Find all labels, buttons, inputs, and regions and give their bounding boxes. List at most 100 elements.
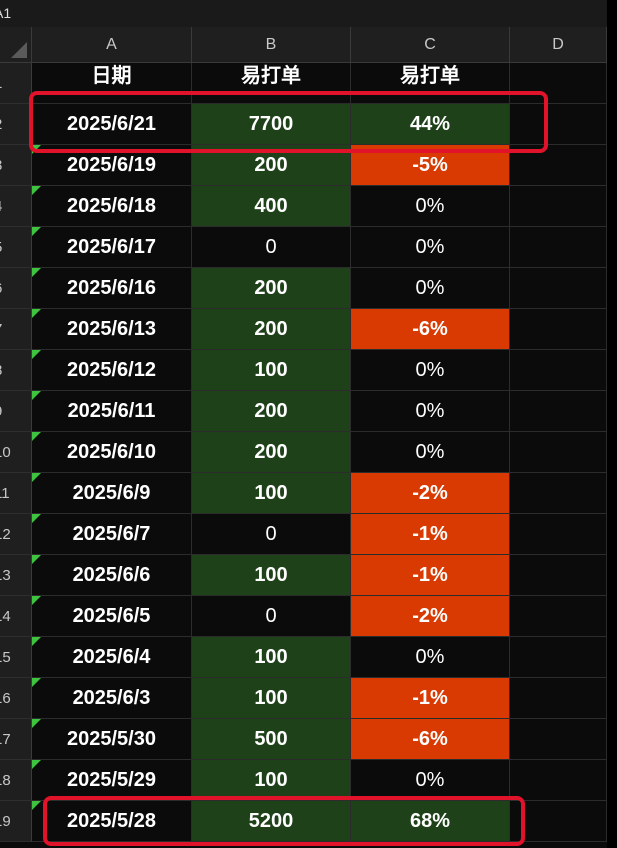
date-cell[interactable]: 2025/6/19: [32, 145, 192, 186]
empty-cell-d[interactable]: [510, 678, 607, 719]
row-header[interactable]: 1: [0, 63, 32, 104]
date-cell[interactable]: 2025/6/21: [32, 104, 192, 145]
empty-cell-d[interactable]: [510, 350, 607, 391]
percent-cell[interactable]: 0%: [351, 186, 510, 227]
count-cell[interactable]: 100: [192, 760, 351, 801]
empty-cell-d[interactable]: [510, 596, 607, 637]
date-cell[interactable]: 2025/6/16: [32, 268, 192, 309]
date-cell[interactable]: 2025/6/17: [32, 227, 192, 268]
count-cell[interactable]: 7700: [192, 104, 351, 145]
percent-cell[interactable]: 0%: [351, 432, 510, 473]
percent-cell[interactable]: -5%: [351, 145, 510, 186]
empty-cell-d[interactable]: [510, 268, 607, 309]
date-cell[interactable]: 2025/6/6: [32, 555, 192, 596]
empty-cell-d[interactable]: [510, 637, 607, 678]
row-header[interactable]: 8: [0, 350, 32, 391]
date-cell[interactable]: 2025/6/4: [32, 637, 192, 678]
percent-cell[interactable]: 0%: [351, 227, 510, 268]
count-cell[interactable]: 100: [192, 678, 351, 719]
count-cell[interactable]: 500: [192, 719, 351, 760]
row-header[interactable]: 2: [0, 104, 32, 145]
row-header[interactable]: 3: [0, 145, 32, 186]
percent-cell[interactable]: 0%: [351, 637, 510, 678]
empty-cell-d[interactable]: [510, 227, 607, 268]
header-cell-date[interactable]: 日期: [32, 63, 192, 104]
header-cell-count[interactable]: 易打单: [192, 63, 351, 104]
empty-cell-d[interactable]: [510, 186, 607, 227]
empty-cell-d[interactable]: [510, 760, 607, 801]
percent-cell[interactable]: 0%: [351, 268, 510, 309]
percent-cell[interactable]: 68%: [351, 801, 510, 842]
count-cell[interactable]: 200: [192, 432, 351, 473]
row-header[interactable]: 5: [0, 227, 32, 268]
empty-cell-d[interactable]: [510, 145, 607, 186]
percent-cell[interactable]: 0%: [351, 391, 510, 432]
count-cell[interactable]: 0: [192, 227, 351, 268]
column-header-a[interactable]: A: [32, 27, 192, 63]
row-header[interactable]: 10: [0, 432, 32, 473]
percent-cell[interactable]: -1%: [351, 555, 510, 596]
empty-cell-d[interactable]: [510, 391, 607, 432]
percent-cell[interactable]: -2%: [351, 596, 510, 637]
empty-cell-d[interactable]: [510, 719, 607, 760]
row-header[interactable]: 7: [0, 309, 32, 350]
date-cell[interactable]: 2025/6/10: [32, 432, 192, 473]
percent-cell[interactable]: -1%: [351, 514, 510, 555]
empty-cell-d[interactable]: [510, 801, 607, 842]
column-header-c[interactable]: C: [351, 27, 510, 63]
date-cell[interactable]: 2025/5/30: [32, 719, 192, 760]
row-header[interactable]: 16: [0, 678, 32, 719]
header-cell-pct[interactable]: 易打单: [351, 63, 510, 104]
percent-cell[interactable]: 0%: [351, 350, 510, 391]
count-cell[interactable]: 100: [192, 350, 351, 391]
date-cell[interactable]: 2025/6/3: [32, 678, 192, 719]
formula-bar[interactable]: [32, 0, 617, 27]
row-header[interactable]: 19: [0, 801, 32, 842]
percent-cell[interactable]: -6%: [351, 309, 510, 350]
row-header[interactable]: 9: [0, 391, 32, 432]
empty-cell-d[interactable]: [510, 514, 607, 555]
percent-cell[interactable]: 44%: [351, 104, 510, 145]
column-header-b[interactable]: B: [192, 27, 351, 63]
count-cell[interactable]: 200: [192, 145, 351, 186]
percent-cell[interactable]: -2%: [351, 473, 510, 514]
empty-cell-d[interactable]: [510, 104, 607, 145]
count-cell[interactable]: 200: [192, 391, 351, 432]
percent-cell[interactable]: -6%: [351, 719, 510, 760]
row-header[interactable]: 13: [0, 555, 32, 596]
name-box[interactable]: A1: [0, 0, 32, 27]
row-header[interactable]: 6: [0, 268, 32, 309]
empty-cell-d[interactable]: [510, 63, 607, 104]
count-cell[interactable]: 100: [192, 637, 351, 678]
date-cell[interactable]: 2025/6/18: [32, 186, 192, 227]
count-cell[interactable]: 200: [192, 268, 351, 309]
row-header[interactable]: 18: [0, 760, 32, 801]
empty-cell-d[interactable]: [510, 432, 607, 473]
count-cell[interactable]: 100: [192, 555, 351, 596]
row-header[interactable]: 4: [0, 186, 32, 227]
count-cell[interactable]: 200: [192, 309, 351, 350]
count-cell[interactable]: 400: [192, 186, 351, 227]
percent-cell[interactable]: 0%: [351, 760, 510, 801]
empty-cell-d[interactable]: [510, 309, 607, 350]
empty-cell-d[interactable]: [510, 555, 607, 596]
count-cell[interactable]: 100: [192, 473, 351, 514]
date-cell[interactable]: 2025/6/13: [32, 309, 192, 350]
column-header-d[interactable]: D: [510, 27, 607, 63]
select-all-corner[interactable]: [0, 27, 32, 63]
row-header[interactable]: 17: [0, 719, 32, 760]
row-header[interactable]: 15: [0, 637, 32, 678]
row-header[interactable]: 11: [0, 473, 32, 514]
date-cell[interactable]: 2025/6/11: [32, 391, 192, 432]
date-cell[interactable]: 2025/5/29: [32, 760, 192, 801]
date-cell[interactable]: 2025/5/28: [32, 801, 192, 842]
count-cell[interactable]: 0: [192, 514, 351, 555]
percent-cell[interactable]: -1%: [351, 678, 510, 719]
date-cell[interactable]: 2025/6/12: [32, 350, 192, 391]
row-header[interactable]: 14: [0, 596, 32, 637]
empty-cell-d[interactable]: [510, 473, 607, 514]
date-cell[interactable]: 2025/6/5: [32, 596, 192, 637]
date-cell[interactable]: 2025/6/7: [32, 514, 192, 555]
row-header[interactable]: 12: [0, 514, 32, 555]
count-cell[interactable]: 5200: [192, 801, 351, 842]
